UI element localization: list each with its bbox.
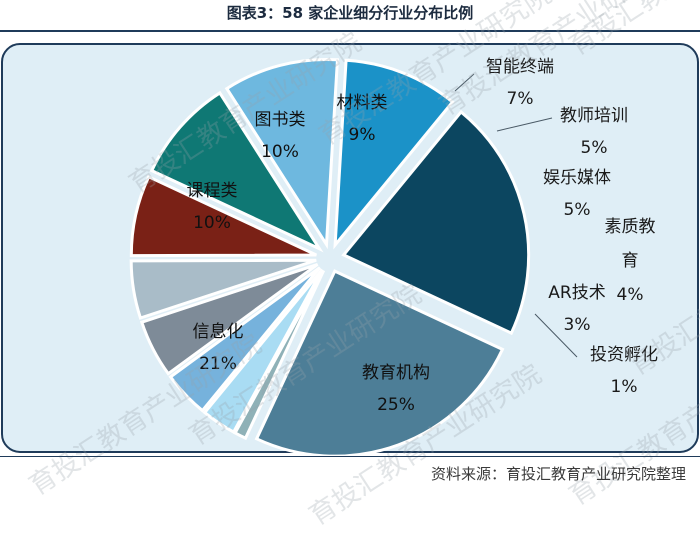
bottom-rule — [0, 456, 700, 457]
slice-name-label-3-part0: 素质教 — [605, 217, 656, 237]
slice-pct-label-3: 4% — [617, 285, 644, 305]
slice-name-label-6: 智能终端 — [486, 57, 554, 77]
slice-name-label-2: AR技术 — [548, 283, 605, 303]
slice-pct-label-1: 1% — [611, 377, 638, 397]
slice-pct-label-9: 10% — [193, 213, 231, 233]
leader-line-5 — [496, 117, 553, 132]
slice-name-label-9: 课程类 — [187, 181, 238, 201]
pie-slice-2 — [202, 268, 324, 435]
slice-name-label-10: 信息化 — [193, 322, 244, 342]
pie-slice-8 — [224, 57, 340, 250]
slice-pct-label-8: 10% — [261, 142, 299, 162]
pie-slice-10 — [341, 109, 531, 336]
slice-pct-label-6: 7% — [507, 89, 534, 109]
pie-slice-3 — [168, 266, 321, 413]
chart-title: 图表3：58 家企业细分行业分布比例 — [226, 4, 474, 22]
slice-pct-label-7: 9% — [349, 125, 376, 145]
slice-name-label-1: 投资孵化 — [590, 345, 658, 365]
slice-name-label-4: 娱乐媒体 — [543, 168, 611, 188]
slice-pct-label-2: 3% — [564, 315, 591, 335]
title-rule — [0, 30, 700, 32]
slice-name-label-8: 图书类 — [255, 110, 306, 130]
slice-pct-label-0: 25% — [377, 395, 415, 415]
slice-pct-label-5: 5% — [581, 138, 608, 158]
pie-slices — [129, 57, 531, 458]
pie-slice-4 — [139, 262, 319, 376]
slice-name-label-3-part1: 育 — [622, 251, 639, 271]
slice-pct-label-10: 21% — [199, 354, 237, 374]
pie-slice-5 — [129, 258, 317, 320]
slice-name-label-7: 材料类 — [337, 93, 388, 113]
pie-slice-1 — [233, 269, 326, 441]
leader-line-1 — [534, 313, 578, 358]
slice-name-label-5: 教师培训 — [560, 106, 628, 126]
pie-slice-6 — [129, 174, 317, 258]
pie-slice-0 — [254, 269, 505, 458]
pie-slice-9 — [333, 58, 455, 250]
leader-lines — [454, 73, 578, 358]
source-note: 资料来源：育投汇教育产业研究院整理 — [430, 465, 686, 483]
slice-name-label-0: 教育机构 — [362, 363, 430, 383]
leader-line-6 — [454, 73, 475, 92]
pie-slice-7 — [149, 90, 324, 253]
slice-pct-label-4: 5% — [564, 200, 591, 220]
